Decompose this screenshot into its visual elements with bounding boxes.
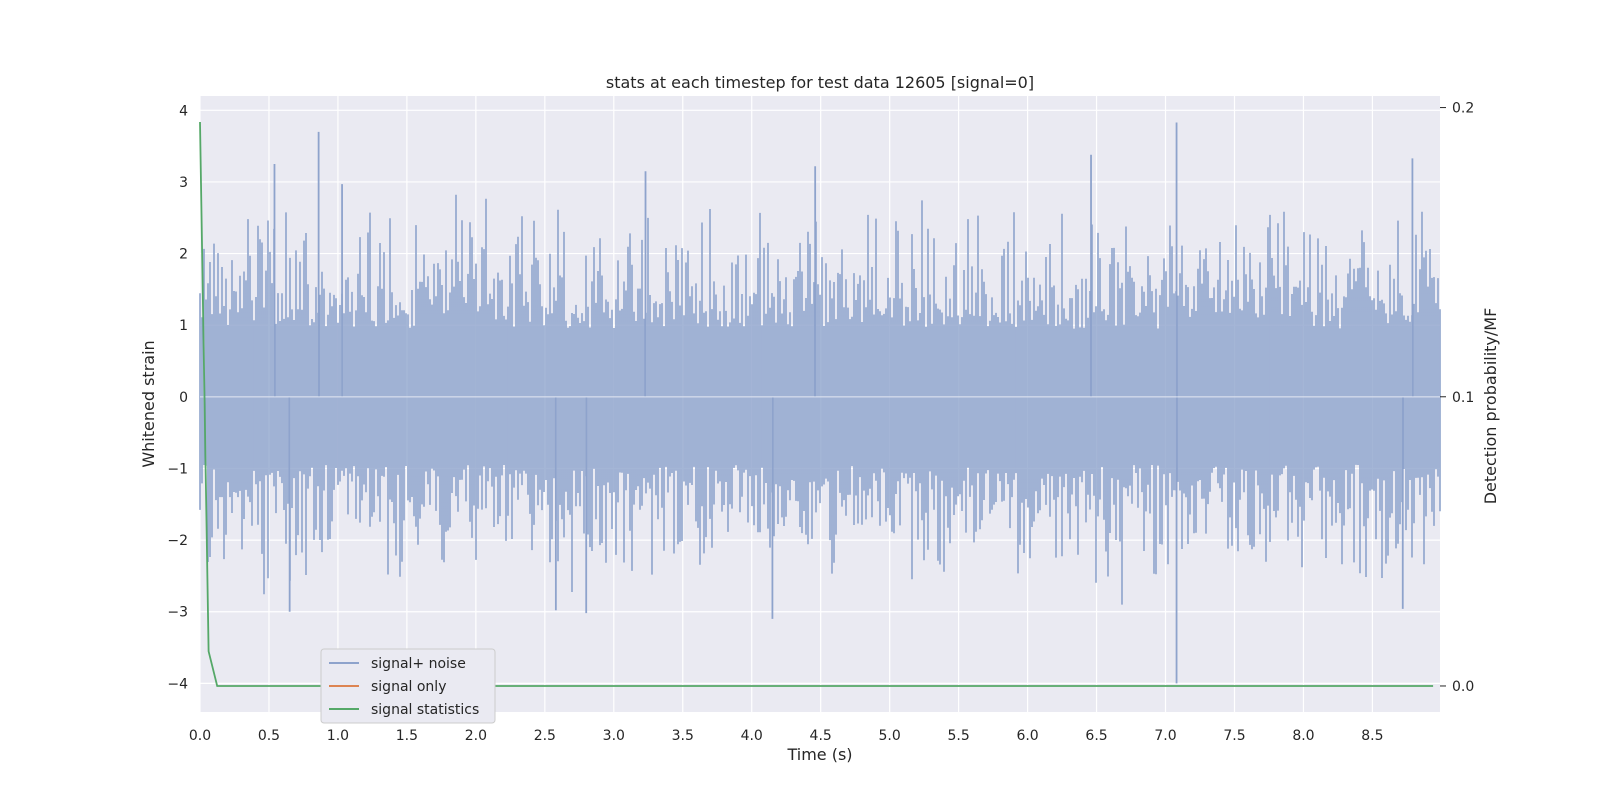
x-tick-label: 3.5: [672, 728, 694, 744]
legend-label-signal-only: signal only: [371, 679, 446, 695]
x-tick-label: 4.0: [741, 728, 763, 744]
x-tick-label: 2.5: [534, 728, 556, 744]
x-tick-label: 6.5: [1085, 728, 1107, 744]
series-signal-statistics: [199, 121, 1434, 687]
x-tick-label: 7.0: [1154, 728, 1176, 744]
y-tick-label: 4: [179, 103, 188, 119]
x-tick-label: 5.0: [879, 728, 901, 744]
y-tick-label: −1: [167, 461, 188, 477]
legend-label-signal-statistics: signal statistics: [371, 702, 479, 718]
legend: signal+ noise signal only signal statist…: [320, 648, 496, 724]
x-tick-label: 3.0: [603, 728, 625, 744]
x-tick-label: 5.5: [947, 728, 969, 744]
y2-tick-label: 0.1: [1452, 390, 1474, 406]
y-tick-label: −2: [167, 533, 188, 549]
series-signal-noise-peaks: [200, 122, 1440, 684]
x-tick-label: 0.5: [258, 728, 280, 744]
x-tick-label: 1.0: [327, 728, 349, 744]
y2-tick-label: 0.2: [1452, 101, 1474, 117]
x-axis-title: Time (s): [786, 745, 852, 764]
x-tick-label: 0.0: [189, 728, 211, 744]
x-tick-label: 4.5: [810, 728, 832, 744]
x-tick-label: 7.5: [1223, 728, 1245, 744]
y-tick-label: −3: [167, 605, 188, 621]
y2-axis-title: Detection probability/MF: [1481, 308, 1500, 505]
y-tick-label: 3: [179, 175, 188, 191]
y2-tick-label: 0.0: [1452, 679, 1474, 695]
x-tick-label: 2.0: [465, 728, 487, 744]
x-tick-label: 8.0: [1292, 728, 1314, 744]
y-tick-label: 2: [179, 247, 188, 263]
chart-title: stats at each timestep for test data 126…: [606, 73, 1034, 92]
y-axis-title: Whitened strain: [139, 340, 158, 467]
legend-box: [320, 648, 496, 724]
y-tick-label: 0: [179, 390, 188, 406]
x-tick-label: 8.5: [1361, 728, 1383, 744]
signal-statistics-line: [199, 121, 1434, 687]
series-signal-noise: [199, 194, 1441, 605]
y-tick-label: 1: [179, 318, 188, 334]
signal-noise-line: [199, 194, 1441, 605]
legend-label-signal-noise: signal+ noise: [371, 656, 466, 672]
axis-ticks: 0.0 0.5 1.0 1.5 2.0 2.5 3.0 3.5 4.0 4.5 5.0 5.5 6.0 6…: [167, 101, 1474, 744]
x-tick-label: 1.5: [396, 728, 418, 744]
x-tick-label: 6.0: [1016, 728, 1038, 744]
y-tick-label: −4: [167, 676, 188, 692]
